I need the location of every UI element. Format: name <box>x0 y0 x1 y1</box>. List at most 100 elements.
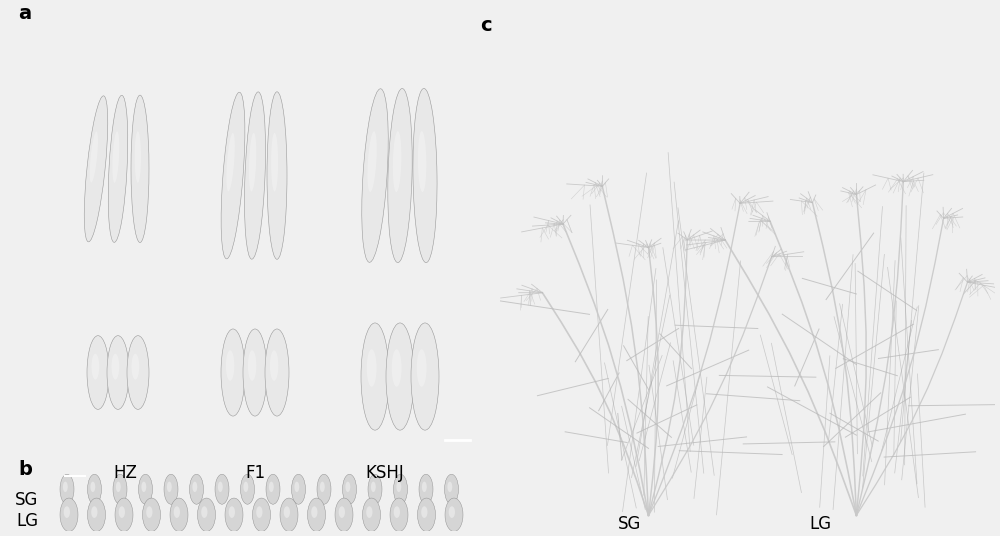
Ellipse shape <box>221 329 245 416</box>
Ellipse shape <box>226 351 234 381</box>
Ellipse shape <box>320 482 325 492</box>
Ellipse shape <box>265 329 289 416</box>
Ellipse shape <box>368 474 382 504</box>
Ellipse shape <box>266 474 280 504</box>
Ellipse shape <box>248 351 256 381</box>
Ellipse shape <box>84 96 108 242</box>
Ellipse shape <box>393 131 401 192</box>
Ellipse shape <box>215 474 229 504</box>
Ellipse shape <box>108 95 128 242</box>
Text: KSHJ: KSHJ <box>366 464 404 482</box>
Ellipse shape <box>335 498 353 532</box>
Ellipse shape <box>143 498 160 532</box>
Text: F1: F1 <box>245 464 265 482</box>
Ellipse shape <box>417 349 427 387</box>
Ellipse shape <box>284 507 290 518</box>
Ellipse shape <box>138 474 152 504</box>
Ellipse shape <box>225 498 243 532</box>
Text: LG: LG <box>16 512 38 530</box>
Ellipse shape <box>267 92 287 259</box>
Ellipse shape <box>63 482 68 492</box>
Ellipse shape <box>60 498 78 532</box>
Ellipse shape <box>447 482 452 492</box>
Ellipse shape <box>367 349 377 387</box>
Ellipse shape <box>421 507 427 518</box>
Ellipse shape <box>449 507 455 518</box>
Ellipse shape <box>240 474 254 504</box>
Ellipse shape <box>164 474 178 504</box>
Ellipse shape <box>361 323 389 430</box>
Text: a: a <box>19 4 32 23</box>
Ellipse shape <box>292 474 306 504</box>
Ellipse shape <box>252 498 270 532</box>
Ellipse shape <box>396 482 401 492</box>
Ellipse shape <box>198 498 216 532</box>
Ellipse shape <box>243 329 267 416</box>
Text: c: c <box>480 17 492 35</box>
Text: b: b <box>19 460 32 479</box>
Ellipse shape <box>390 498 408 532</box>
Ellipse shape <box>221 92 245 259</box>
Ellipse shape <box>280 498 298 532</box>
Ellipse shape <box>243 482 248 492</box>
Ellipse shape <box>88 474 102 504</box>
Ellipse shape <box>119 507 125 518</box>
Ellipse shape <box>88 498 106 532</box>
Ellipse shape <box>445 498 463 532</box>
Ellipse shape <box>418 131 426 192</box>
Ellipse shape <box>174 507 180 518</box>
Ellipse shape <box>444 474 458 504</box>
Ellipse shape <box>271 133 278 191</box>
Ellipse shape <box>131 95 149 242</box>
Ellipse shape <box>201 507 207 518</box>
Text: HZ: HZ <box>113 464 137 482</box>
Ellipse shape <box>386 323 414 430</box>
Ellipse shape <box>388 88 412 263</box>
Ellipse shape <box>345 482 350 492</box>
Ellipse shape <box>146 507 152 518</box>
Ellipse shape <box>170 498 188 532</box>
Ellipse shape <box>92 354 99 379</box>
Ellipse shape <box>91 507 97 518</box>
Ellipse shape <box>113 474 127 504</box>
Ellipse shape <box>311 507 317 518</box>
Ellipse shape <box>342 474 356 504</box>
Ellipse shape <box>116 482 121 492</box>
Ellipse shape <box>226 133 235 191</box>
Ellipse shape <box>362 89 388 262</box>
Ellipse shape <box>141 482 146 492</box>
Ellipse shape <box>218 482 223 492</box>
Ellipse shape <box>269 482 274 492</box>
Ellipse shape <box>422 482 427 492</box>
Ellipse shape <box>115 498 133 532</box>
Ellipse shape <box>411 323 439 430</box>
Ellipse shape <box>60 474 74 504</box>
Ellipse shape <box>167 482 172 492</box>
Ellipse shape <box>87 336 109 410</box>
Ellipse shape <box>413 88 437 263</box>
Ellipse shape <box>394 507 400 518</box>
Text: LG: LG <box>809 515 831 533</box>
Ellipse shape <box>371 482 376 492</box>
Ellipse shape <box>418 498 436 532</box>
Ellipse shape <box>394 474 408 504</box>
Ellipse shape <box>317 474 331 504</box>
Ellipse shape <box>127 336 149 410</box>
Ellipse shape <box>90 131 98 183</box>
Ellipse shape <box>392 349 402 387</box>
Ellipse shape <box>367 131 377 192</box>
Text: SG: SG <box>15 490 38 509</box>
Ellipse shape <box>107 336 129 410</box>
Ellipse shape <box>249 133 256 191</box>
Ellipse shape <box>190 474 204 504</box>
Ellipse shape <box>244 92 266 259</box>
Ellipse shape <box>339 507 345 518</box>
Ellipse shape <box>366 507 372 518</box>
Ellipse shape <box>192 482 197 492</box>
Ellipse shape <box>64 507 70 518</box>
Ellipse shape <box>270 351 278 381</box>
Ellipse shape <box>90 482 95 492</box>
Ellipse shape <box>229 507 235 518</box>
Ellipse shape <box>294 482 299 492</box>
Ellipse shape <box>362 498 380 532</box>
